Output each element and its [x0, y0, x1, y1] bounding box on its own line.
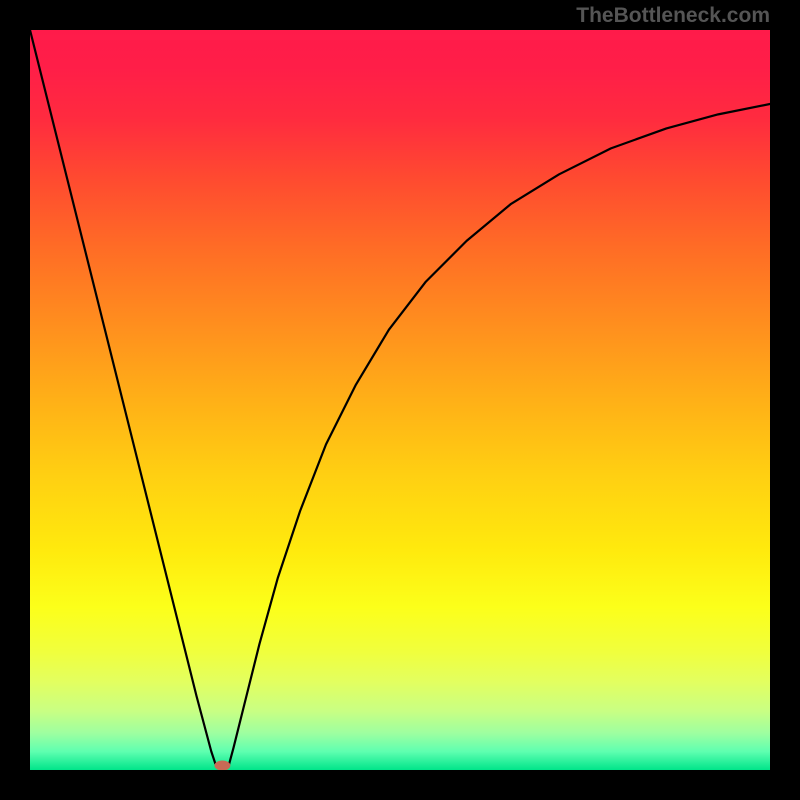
plot-svg: [30, 30, 770, 770]
plot-area: [30, 30, 770, 770]
gradient-background: [30, 30, 770, 770]
watermark-text: TheBottleneck.com: [576, 4, 770, 28]
chart-frame: TheBottleneck.com: [0, 0, 800, 800]
